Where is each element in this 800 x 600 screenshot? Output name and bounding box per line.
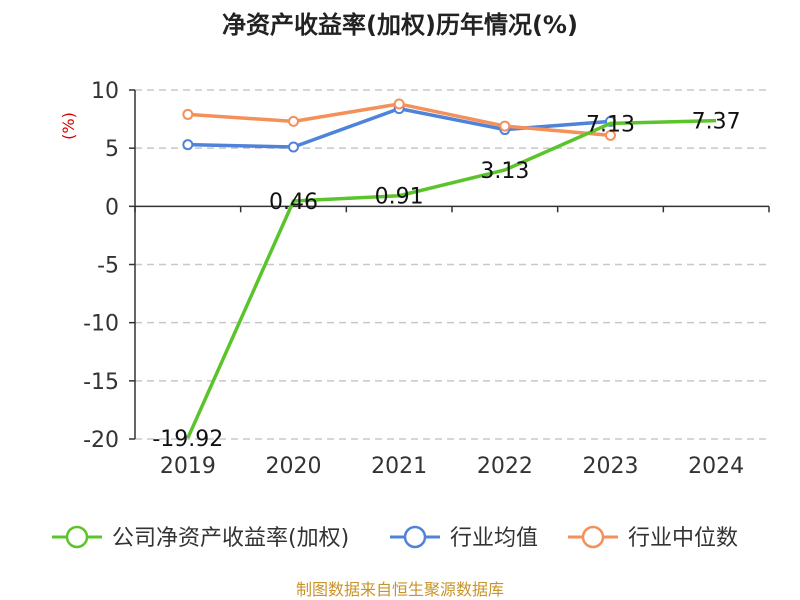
x-tick-label: 2019: [160, 454, 216, 479]
data-label: 7.13: [586, 112, 635, 137]
y-tick-label: -15: [83, 370, 119, 395]
y-axis-unit: (%): [59, 112, 78, 140]
legend-marker-0: [65, 525, 89, 549]
x-tick-label: 2020: [266, 454, 322, 479]
series-point: [605, 129, 616, 141]
series-point: [288, 141, 299, 153]
x-tick-label: 2023: [583, 454, 639, 479]
series-lines: [182, 98, 717, 439]
legend-label-0: 公司净资产收益率(加权): [112, 526, 349, 551]
data-label: 0.46: [269, 190, 318, 215]
data-label: 0.91: [375, 185, 424, 210]
series-line-1: [187, 106, 611, 149]
y-tick-label: -10: [83, 312, 119, 337]
legend-marker-2: [581, 525, 605, 549]
data-labels: -19.92 0.46 0.91 3.13 7.13 7.37: [152, 110, 740, 452]
series-point: [393, 98, 405, 110]
grid: [135, 89, 769, 440]
x-tick-label: 2022: [477, 454, 533, 479]
y-tick-label: -5: [97, 254, 119, 279]
x-tick-label: 2021: [371, 454, 427, 479]
series-line-0: [186, 118, 717, 439]
legend-marker-1: [403, 525, 427, 549]
data-label: 3.13: [480, 159, 529, 184]
series-point: [499, 120, 511, 132]
x-tick-label: 2024: [688, 454, 744, 479]
y-tick-label: 10: [91, 79, 119, 104]
y-tick-label: 0: [105, 195, 119, 220]
axes: 10 5 0 -5 -10 -15 -20 2019 2020 2021 2022 2023 2024: [83, 79, 770, 479]
y-tick-label: 5: [105, 137, 119, 162]
legend: 公司净资产收益率(加权) 行业均值 行业中位数: [52, 525, 738, 551]
series-point: [182, 139, 194, 151]
y-tick-label: -20: [83, 428, 119, 453]
source-note: 制图数据来自恒生聚源数据库: [296, 580, 504, 599]
data-label: -19.92: [152, 427, 223, 452]
series-point: [288, 115, 299, 127]
series-point: [182, 108, 194, 120]
legend-label-1: 行业均值: [450, 526, 538, 551]
legend-label-2: 行业中位数: [628, 526, 738, 551]
data-label: 7.37: [692, 110, 741, 135]
chart-title: 净资产收益率(加权)历年情况(%): [222, 11, 578, 39]
